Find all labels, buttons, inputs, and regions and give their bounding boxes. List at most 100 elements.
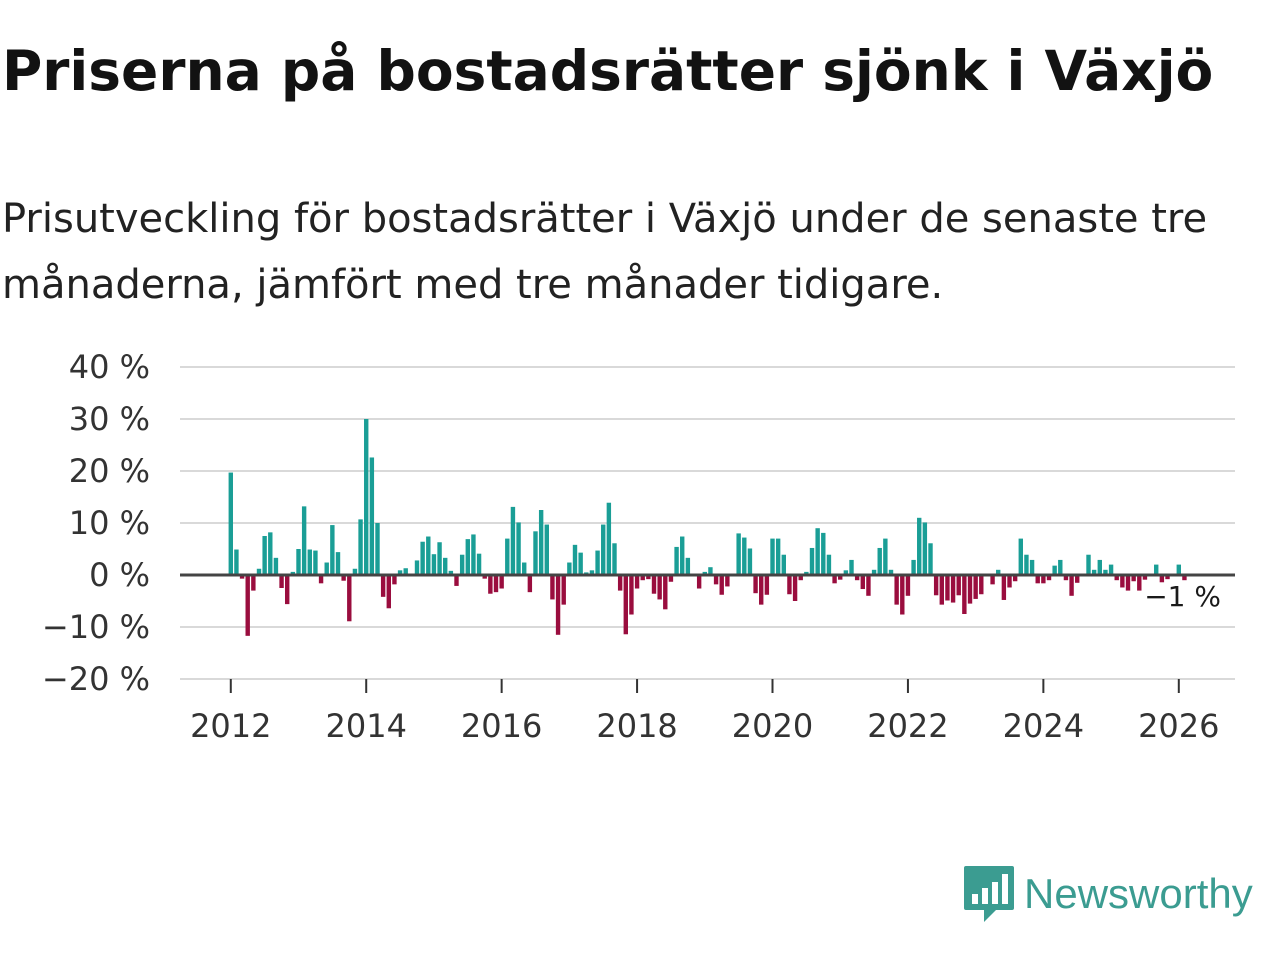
bar: [1137, 575, 1142, 591]
bar: [832, 575, 837, 584]
bar: [296, 549, 301, 575]
bar: [1165, 575, 1170, 580]
bar: [883, 538, 888, 575]
bar: [1086, 554, 1091, 575]
bar: [1058, 559, 1063, 575]
bar: [668, 575, 674, 582]
bar: [702, 571, 707, 575]
bar: [516, 522, 521, 575]
brand-logo[interactable]: Newsworthy: [962, 862, 1253, 926]
bar: [301, 506, 307, 575]
bar: [798, 575, 803, 581]
bar: [1075, 575, 1080, 583]
bar: [826, 554, 832, 575]
bar: [781, 554, 786, 575]
x-axis: 2012 2014 2016 2018 2020 2022 2024 2026: [190, 679, 1220, 745]
bar: [1120, 575, 1125, 588]
bar: [708, 567, 713, 575]
bar: [279, 575, 284, 588]
bar: [324, 562, 329, 575]
bar: [713, 575, 719, 585]
bar: [273, 557, 279, 575]
y-tick-label: −20 %: [42, 660, 150, 698]
bar: [1035, 575, 1040, 584]
chart-subtitle: Prisutveckling för bostadsrätter i Växjö…: [2, 196, 1208, 308]
bar: [1063, 575, 1069, 581]
bar: [950, 575, 956, 603]
bar: [454, 575, 459, 586]
bar: [1176, 564, 1181, 575]
bar: [685, 557, 691, 575]
bar: [555, 575, 561, 635]
bar: [459, 554, 465, 575]
grid-lines: [180, 366, 1235, 680]
y-tick-label: 20 %: [69, 452, 150, 490]
bar: [578, 552, 583, 575]
bar: [894, 575, 899, 605]
bar: [386, 575, 391, 609]
bar: [448, 570, 454, 575]
y-tick-label: 30 %: [69, 400, 150, 438]
bar: [629, 575, 634, 615]
bar: [1097, 559, 1102, 575]
bar: [228, 472, 233, 575]
bar: [403, 568, 408, 575]
bar: [375, 523, 380, 575]
bar: [979, 575, 984, 595]
bar: [809, 547, 815, 575]
bar: [742, 537, 747, 575]
bar: [696, 575, 702, 589]
x-tick-label: 2012: [190, 707, 271, 745]
bar: [770, 538, 775, 575]
y-tick-label: 10 %: [69, 504, 150, 542]
bar: [397, 570, 403, 575]
bar: [493, 575, 499, 593]
bar: [239, 575, 245, 579]
brand-name: Newsworthy: [1024, 870, 1253, 917]
bar: [431, 554, 437, 575]
bar: [787, 575, 792, 595]
bar: [471, 534, 476, 575]
bar: [996, 569, 1001, 575]
bar: [533, 531, 538, 575]
bar: [606, 502, 612, 575]
bar: [1131, 575, 1136, 582]
bar: [352, 568, 358, 575]
bar: [234, 549, 239, 575]
bar: [1001, 575, 1007, 600]
bar: [1108, 564, 1114, 575]
bar: [420, 541, 425, 575]
bar: [651, 575, 657, 594]
bar: [601, 524, 606, 575]
bars: [228, 419, 1187, 636]
bar: [1052, 565, 1057, 575]
bar: [674, 546, 679, 575]
bar: [990, 575, 995, 585]
bar: [753, 575, 758, 594]
bar: [1114, 575, 1119, 581]
bar: [933, 575, 939, 596]
bar: [764, 575, 770, 595]
chart-title: Priserna på bostadsrätter sjönk i Växjö: [2, 39, 1214, 103]
bar: [510, 506, 516, 575]
bar: [505, 538, 510, 575]
bar: [1142, 575, 1148, 580]
bar: [962, 575, 967, 614]
bar: [358, 519, 363, 575]
last-value-label: −1 %: [1144, 580, 1221, 613]
bar: [967, 575, 973, 604]
bar: [392, 575, 397, 585]
bar: [522, 562, 527, 575]
bar: [804, 571, 809, 575]
bar: [1159, 575, 1165, 583]
x-tick-label: 2018: [596, 707, 677, 745]
bar: [1046, 575, 1052, 581]
bar: [499, 575, 504, 589]
bar: [747, 548, 753, 575]
bar: [617, 575, 623, 591]
bar: [1103, 569, 1108, 575]
bar: [877, 547, 882, 575]
bar: [922, 522, 928, 575]
bar: [1125, 575, 1131, 591]
bar: [821, 532, 826, 575]
